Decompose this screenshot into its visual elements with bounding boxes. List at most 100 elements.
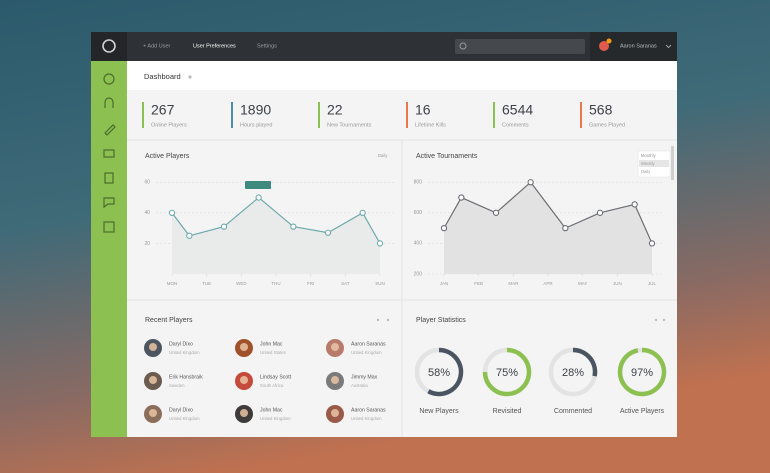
dropdown-option[interactable]: Weekly	[641, 161, 656, 166]
avatar-face	[331, 343, 339, 351]
donut-value: 58%	[428, 367, 450, 379]
icon-users[interactable]	[104, 97, 114, 108]
stat-bar	[318, 102, 320, 128]
point[interactable]	[376, 240, 384, 247]
player-country: United Kingdom	[169, 350, 200, 355]
player-country: Sweden	[169, 383, 185, 388]
dropdown-highlight	[639, 160, 669, 167]
nav-item[interactable]: User Preferences	[193, 43, 236, 49]
player-country: United States	[260, 350, 286, 355]
logo-box	[91, 32, 127, 61]
donut-label: New Players	[419, 408, 459, 415]
player-country: Australia	[351, 383, 368, 388]
player-name[interactable]: Aaron Saranas	[351, 341, 386, 347]
user-caret	[665, 44, 672, 49]
point[interactable]	[186, 232, 193, 239]
chart-title: Active Players	[145, 153, 190, 160]
point[interactable]	[631, 201, 638, 208]
icon-stats[interactable]	[103, 221, 115, 233]
stat-bar	[493, 102, 495, 128]
player-name[interactable]: Daryl Dixo	[169, 407, 193, 413]
player-country: United Kingdom	[351, 350, 382, 355]
stat-value: 22	[327, 102, 343, 118]
search-icon	[459, 42, 467, 50]
donut-value: 75%	[496, 367, 518, 379]
stat-bar	[142, 102, 144, 128]
search-box[interactable]	[455, 39, 585, 54]
point[interactable]	[220, 223, 228, 230]
section-title: Player Statistics	[416, 317, 466, 324]
icon-docs[interactable]	[104, 172, 114, 184]
icon-edit[interactable]	[104, 124, 116, 136]
stat-label: Games Played	[589, 122, 625, 128]
area	[172, 197, 380, 274]
x-tick-label: FEB	[474, 281, 483, 286]
point[interactable]	[168, 209, 176, 217]
avatar-face	[149, 343, 157, 351]
point[interactable]	[562, 224, 569, 232]
player-name[interactable]: Daryl Dixo	[169, 341, 193, 347]
point[interactable]	[440, 224, 448, 232]
avatar-face	[240, 343, 248, 351]
player-country: South Africa	[260, 383, 284, 388]
stat-value: 16	[415, 102, 431, 118]
pager-dot[interactable]	[654, 318, 658, 322]
dropdown-option[interactable]: Daily	[378, 153, 388, 158]
x-tick-label: JUL	[648, 281, 656, 286]
nav-item[interactable]: + Add User	[143, 43, 171, 49]
nav-item[interactable]: Settings	[257, 43, 277, 49]
page-header	[127, 61, 677, 90]
avatar-face	[331, 376, 339, 384]
top-bar	[91, 32, 677, 61]
section-title: Recent Players	[145, 317, 193, 324]
donut-arc	[427, 347, 464, 397]
y-tick-label: 40	[144, 210, 150, 216]
y-tick-label: 20	[144, 241, 150, 247]
player-name[interactable]: Lindsay Scott	[260, 374, 292, 380]
avatar-face	[149, 376, 157, 384]
x-tick-label: TUE	[202, 281, 211, 286]
user-avatar	[599, 41, 609, 51]
pager-dot[interactable]	[662, 318, 666, 322]
icon-dashboard[interactable]	[103, 73, 115, 85]
scrollbar[interactable]	[671, 146, 674, 180]
donut-arc	[572, 347, 598, 377]
avatar-face	[149, 409, 157, 417]
chart-title: Active Tournaments	[416, 153, 478, 160]
y-tick-label: 800	[414, 180, 423, 186]
icon-messages[interactable]	[103, 149, 115, 158]
user-name[interactable]: Aaron Saranas	[620, 43, 657, 49]
point[interactable]	[596, 209, 604, 216]
dropdown-option[interactable]: Monthly	[641, 153, 657, 158]
player-name[interactable]: Aaron Saranas	[351, 407, 386, 413]
donut-label: Commented	[554, 408, 592, 415]
content: + Add User User Preferences Settings 267 Onl…	[142, 43, 671, 423]
y-tick-label: 400	[414, 241, 423, 247]
player-name[interactable]: Erik Hansbraik	[169, 374, 203, 380]
dropdown-option[interactable]: Daily	[641, 169, 651, 174]
pager-dot[interactable]	[386, 318, 390, 322]
avatar-face	[240, 376, 248, 384]
player-name[interactable]: John Mac	[260, 407, 283, 413]
x-tick-label: MON	[167, 281, 178, 286]
point[interactable]	[648, 240, 656, 247]
player-name[interactable]: John Mac	[260, 341, 283, 347]
point[interactable]	[458, 194, 465, 201]
point[interactable]	[324, 229, 332, 236]
point[interactable]	[492, 209, 500, 216]
x-tick-label: APR	[543, 281, 553, 286]
point[interactable]	[290, 223, 297, 230]
x-tick-label: JUN	[613, 281, 622, 286]
pager-dot[interactable]	[376, 318, 380, 322]
icon-chat[interactable]	[103, 197, 115, 209]
point[interactable]	[255, 194, 262, 201]
point[interactable]	[527, 179, 534, 186]
tooltip	[245, 181, 271, 189]
avatar-face	[331, 409, 339, 417]
page-title: Dashboard	[144, 72, 181, 81]
point[interactable]	[359, 209, 366, 217]
line	[171, 196, 381, 244]
player-name[interactable]: Jimmy Max	[351, 374, 378, 380]
